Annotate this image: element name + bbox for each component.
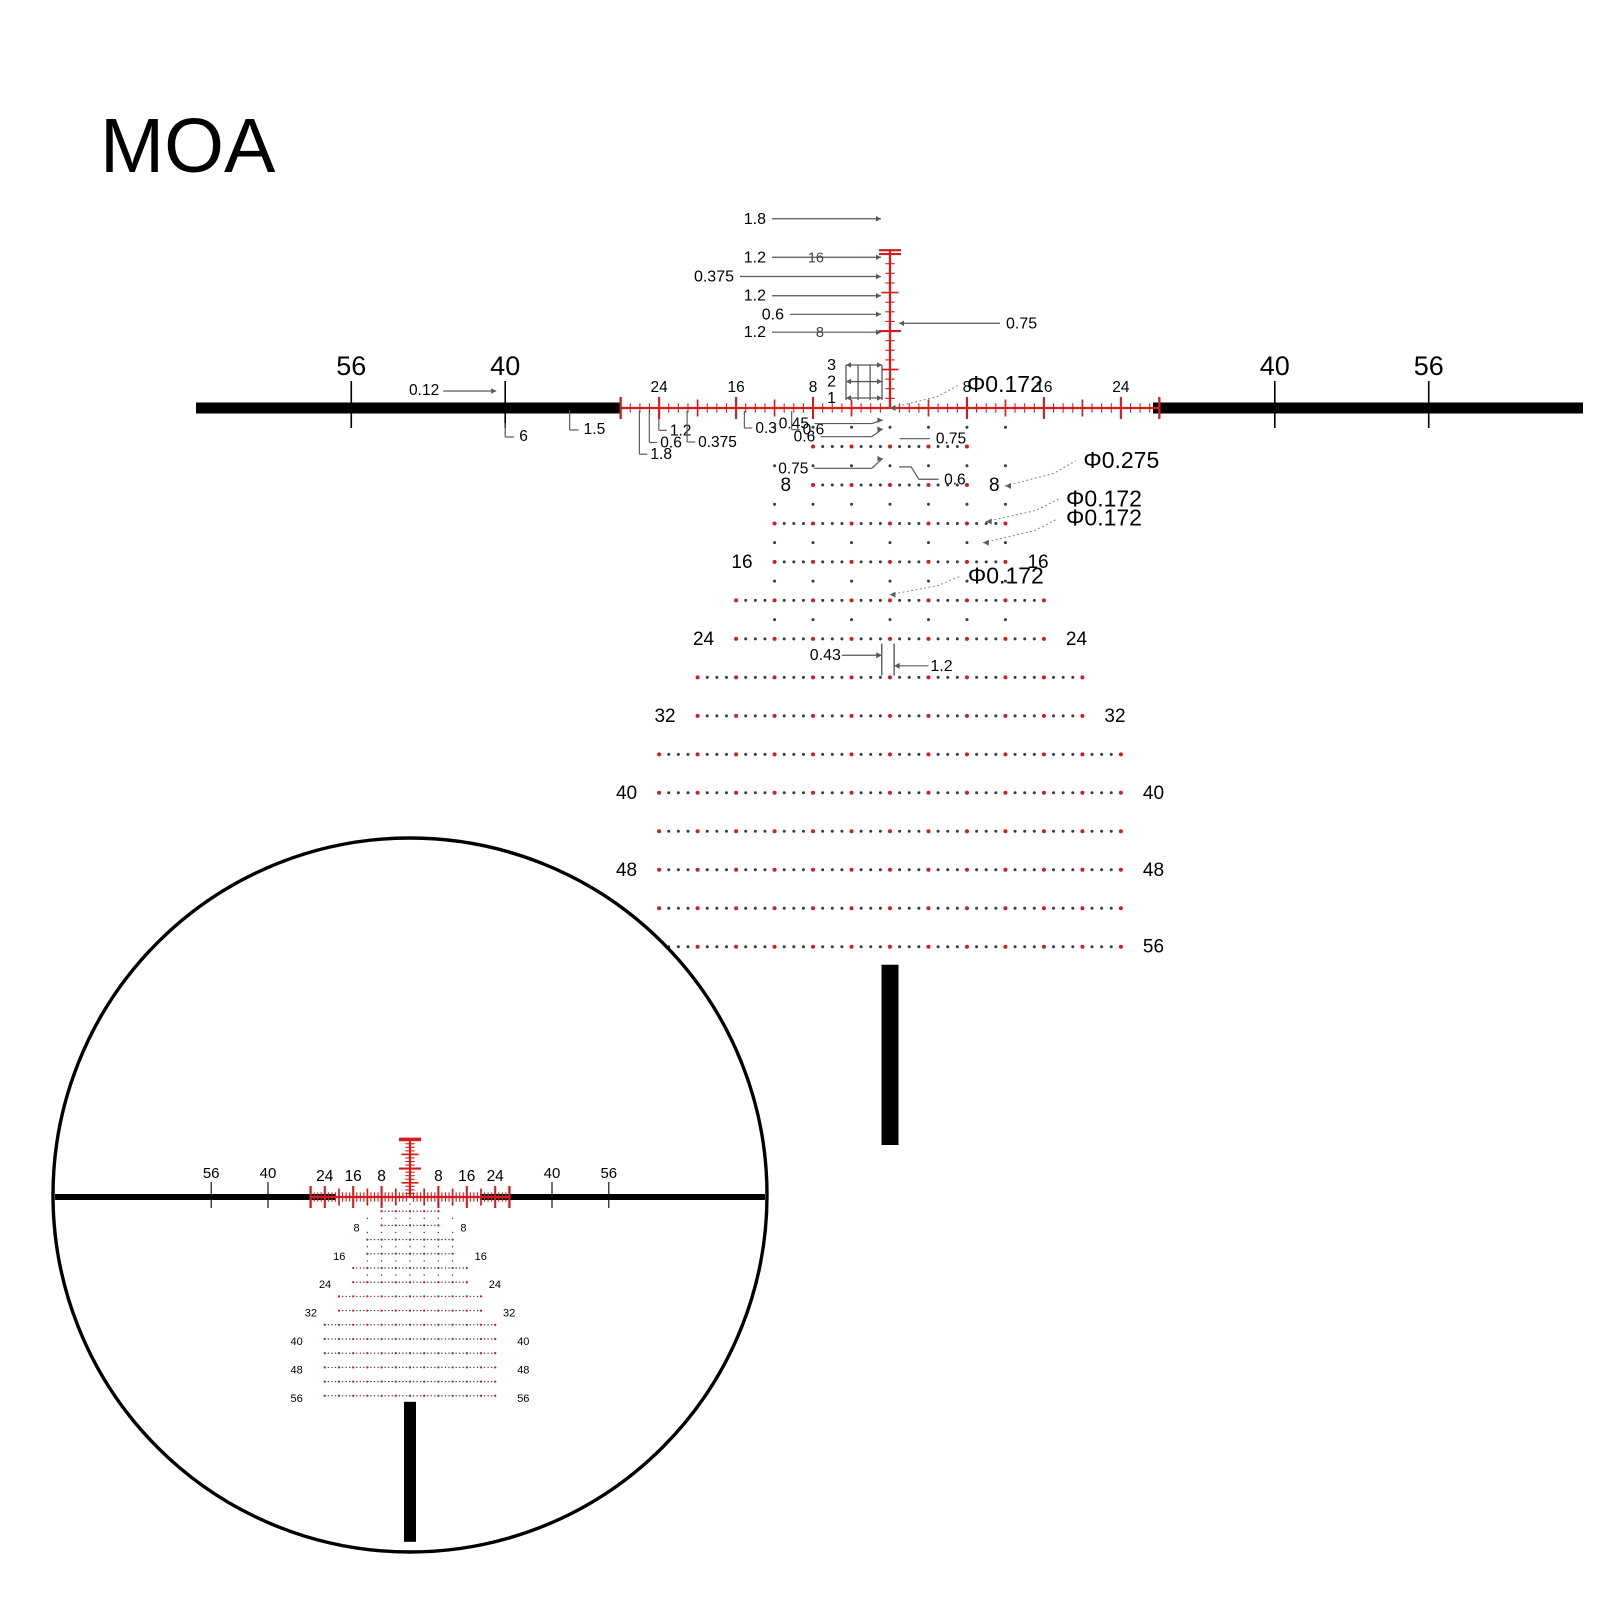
svg-text:8: 8 <box>434 1168 443 1185</box>
svg-text:1.8: 1.8 <box>744 211 766 228</box>
svg-text:0.3: 0.3 <box>755 420 777 437</box>
svg-text:40: 40 <box>260 1165 277 1182</box>
svg-text:1: 1 <box>827 390 836 407</box>
svg-text:56: 56 <box>203 1165 220 1182</box>
svg-text:2: 2 <box>827 374 836 391</box>
svg-text:16: 16 <box>731 552 752 573</box>
svg-text:1.2: 1.2 <box>670 422 692 439</box>
svg-text:1.2: 1.2 <box>930 658 952 675</box>
svg-text:48: 48 <box>291 1364 303 1376</box>
svg-text:0.75: 0.75 <box>1006 315 1037 332</box>
svg-text:6: 6 <box>519 428 528 445</box>
svg-text:0.12: 0.12 <box>409 382 439 399</box>
svg-text:32: 32 <box>654 706 675 727</box>
svg-text:40: 40 <box>616 783 637 804</box>
svg-text:40: 40 <box>544 1165 561 1182</box>
svg-text:8: 8 <box>353 1222 359 1234</box>
svg-text:1.2: 1.2 <box>744 288 766 305</box>
svg-text:0.6: 0.6 <box>794 429 816 446</box>
svg-text:1.5: 1.5 <box>584 421 606 438</box>
svg-text:1.2: 1.2 <box>744 249 766 266</box>
svg-text:24: 24 <box>319 1279 331 1291</box>
svg-text:40: 40 <box>1143 783 1164 804</box>
svg-text:56: 56 <box>517 1393 529 1405</box>
svg-text:24: 24 <box>1066 629 1088 650</box>
svg-text:48: 48 <box>616 860 637 881</box>
svg-text:0.6: 0.6 <box>762 306 784 323</box>
svg-text:24: 24 <box>487 1168 505 1185</box>
svg-text:16: 16 <box>727 379 744 396</box>
svg-text:16: 16 <box>458 1168 475 1185</box>
svg-text:1.2: 1.2 <box>744 324 766 341</box>
svg-text:MOA: MOA <box>100 103 276 189</box>
svg-text:24: 24 <box>489 1279 501 1291</box>
svg-text:Φ0.172: Φ0.172 <box>967 371 1043 397</box>
svg-text:16: 16 <box>808 250 824 266</box>
svg-text:24: 24 <box>693 629 715 650</box>
svg-text:56: 56 <box>336 351 366 381</box>
svg-text:Φ0.172: Φ0.172 <box>968 562 1044 588</box>
svg-text:16: 16 <box>475 1251 487 1263</box>
svg-text:8: 8 <box>460 1222 466 1234</box>
svg-text:40: 40 <box>291 1336 303 1348</box>
svg-text:0.375: 0.375 <box>694 268 734 285</box>
svg-text:24: 24 <box>316 1168 334 1185</box>
svg-text:40: 40 <box>1260 351 1290 381</box>
svg-text:56: 56 <box>291 1393 303 1405</box>
svg-text:8: 8 <box>780 475 791 496</box>
svg-text:0.75: 0.75 <box>936 431 966 448</box>
svg-text:56: 56 <box>1143 937 1164 958</box>
svg-text:3: 3 <box>827 357 836 374</box>
svg-text:Φ0.172: Φ0.172 <box>1066 505 1142 531</box>
svg-text:24: 24 <box>1112 379 1130 396</box>
svg-text:8: 8 <box>989 475 1000 496</box>
svg-text:48: 48 <box>517 1364 529 1376</box>
svg-text:0.43: 0.43 <box>810 647 841 664</box>
svg-text:56: 56 <box>1414 351 1444 381</box>
svg-text:32: 32 <box>1104 706 1125 727</box>
svg-text:0.375: 0.375 <box>698 434 737 451</box>
svg-text:40: 40 <box>517 1336 529 1348</box>
svg-text:8: 8 <box>809 379 818 396</box>
svg-text:8: 8 <box>377 1168 386 1185</box>
svg-text:Φ0.275: Φ0.275 <box>1083 447 1159 473</box>
svg-text:16: 16 <box>345 1168 362 1185</box>
svg-text:16: 16 <box>333 1251 345 1263</box>
svg-text:32: 32 <box>503 1308 515 1320</box>
svg-text:24: 24 <box>650 379 668 396</box>
svg-text:56: 56 <box>600 1165 617 1182</box>
svg-text:8: 8 <box>816 325 824 341</box>
svg-text:40: 40 <box>490 351 520 381</box>
svg-text:32: 32 <box>305 1308 317 1320</box>
svg-text:48: 48 <box>1143 860 1164 881</box>
